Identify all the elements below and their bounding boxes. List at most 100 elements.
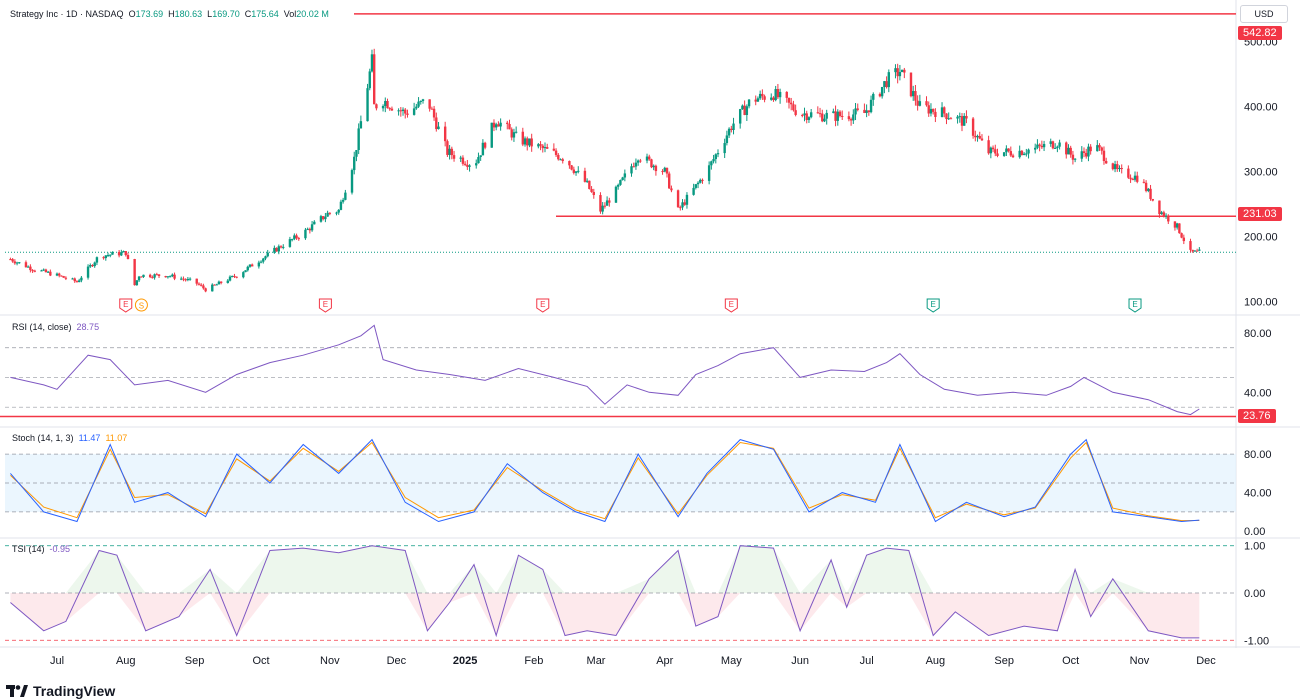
candle — [262, 257, 265, 264]
rsi-legend[interactable]: RSI (14, close) 28.75 — [12, 322, 99, 332]
candle — [963, 113, 966, 126]
candle-body — [976, 135, 979, 138]
candle — [80, 275, 83, 283]
candle-body — [1089, 146, 1092, 152]
candle — [852, 109, 855, 124]
candle — [943, 106, 946, 118]
candle — [947, 112, 950, 120]
candle-body — [273, 247, 276, 253]
candle-body — [412, 108, 416, 115]
stoch-legend[interactable]: Stoch (14, 1, 3) 11.47 11.07 — [12, 433, 127, 443]
candle-body — [226, 280, 229, 283]
price-tag-high: 542.82 — [1238, 26, 1282, 40]
candle-body — [211, 284, 214, 292]
candle-body — [235, 276, 238, 278]
candle — [1149, 184, 1152, 201]
candle-body — [896, 68, 899, 77]
candle — [790, 97, 793, 111]
candle — [1111, 162, 1115, 171]
candle — [1018, 145, 1021, 159]
candle-body — [838, 111, 842, 116]
candle — [738, 108, 742, 129]
candle — [1058, 139, 1061, 150]
candle — [1180, 232, 1183, 239]
candle — [1102, 146, 1106, 165]
candle-body — [452, 155, 456, 159]
candle — [1007, 148, 1010, 153]
candle — [1151, 198, 1154, 202]
event-marker-label: E — [1132, 300, 1137, 309]
candle-body — [40, 270, 43, 272]
tradingview-logo[interactable]: TradingView — [6, 683, 115, 699]
candle-body — [960, 116, 964, 126]
candle — [880, 86, 884, 99]
candle-body — [1100, 147, 1103, 151]
candle — [124, 250, 127, 257]
candle — [370, 49, 374, 73]
event-marker-label: E — [323, 300, 328, 309]
candle-body — [406, 113, 409, 115]
candle — [1020, 149, 1024, 156]
candle — [44, 268, 48, 273]
candle — [1136, 171, 1139, 184]
indicator-tick-label: 0.00 — [1244, 588, 1265, 600]
candle-body — [1058, 142, 1061, 147]
candle — [823, 114, 826, 123]
candle — [818, 107, 822, 118]
candle-body — [1158, 200, 1161, 215]
close-value: 175.64 — [251, 9, 279, 19]
candle — [459, 155, 462, 163]
candle — [390, 106, 394, 112]
tsi-legend[interactable]: TSI (14) -0.95 — [12, 544, 70, 554]
candle-body — [945, 113, 948, 120]
candle-body — [448, 148, 451, 155]
candle-body — [909, 72, 913, 97]
candle-body — [259, 261, 263, 263]
candle — [770, 93, 773, 101]
tsi-value: -0.95 — [49, 544, 71, 554]
candle — [277, 244, 281, 255]
candle-body — [1096, 145, 1099, 152]
candle-body — [650, 159, 653, 168]
candle-body — [836, 111, 839, 121]
candle-body — [171, 274, 174, 277]
candle-body — [929, 108, 933, 114]
candle-body — [619, 180, 622, 185]
candle — [335, 211, 338, 216]
indicator-tick-label: -1.00 — [1244, 635, 1269, 647]
candle — [809, 109, 813, 119]
candle-body — [878, 93, 882, 97]
candle — [1158, 200, 1161, 218]
event-marker-label: E — [540, 300, 545, 309]
price-tick-label: 100.00 — [1244, 296, 1278, 308]
candle-body — [353, 156, 356, 171]
candle-body — [86, 266, 90, 278]
candle-body — [996, 153, 999, 156]
candle-body — [404, 109, 407, 114]
candle-body — [599, 195, 602, 212]
candle — [372, 48, 376, 105]
candle — [483, 141, 487, 150]
candle-body — [1073, 158, 1077, 160]
candle — [446, 139, 449, 157]
candle — [31, 269, 34, 273]
candle — [856, 103, 859, 112]
candle-body — [943, 107, 946, 114]
candle-body — [279, 246, 283, 248]
candle-body — [359, 121, 363, 129]
candle-body — [168, 276, 172, 278]
currency-button[interactable]: USD — [1240, 5, 1288, 23]
event-marker — [318, 298, 332, 313]
candle-body — [561, 159, 564, 162]
candle-body — [743, 105, 746, 116]
candle — [58, 272, 61, 278]
candle — [914, 84, 917, 106]
candle-body — [137, 276, 141, 281]
candle — [1080, 146, 1083, 162]
candle-body — [685, 194, 689, 205]
candle — [639, 158, 642, 163]
candle-body — [180, 278, 183, 280]
candle — [186, 276, 190, 282]
candle — [481, 139, 485, 156]
